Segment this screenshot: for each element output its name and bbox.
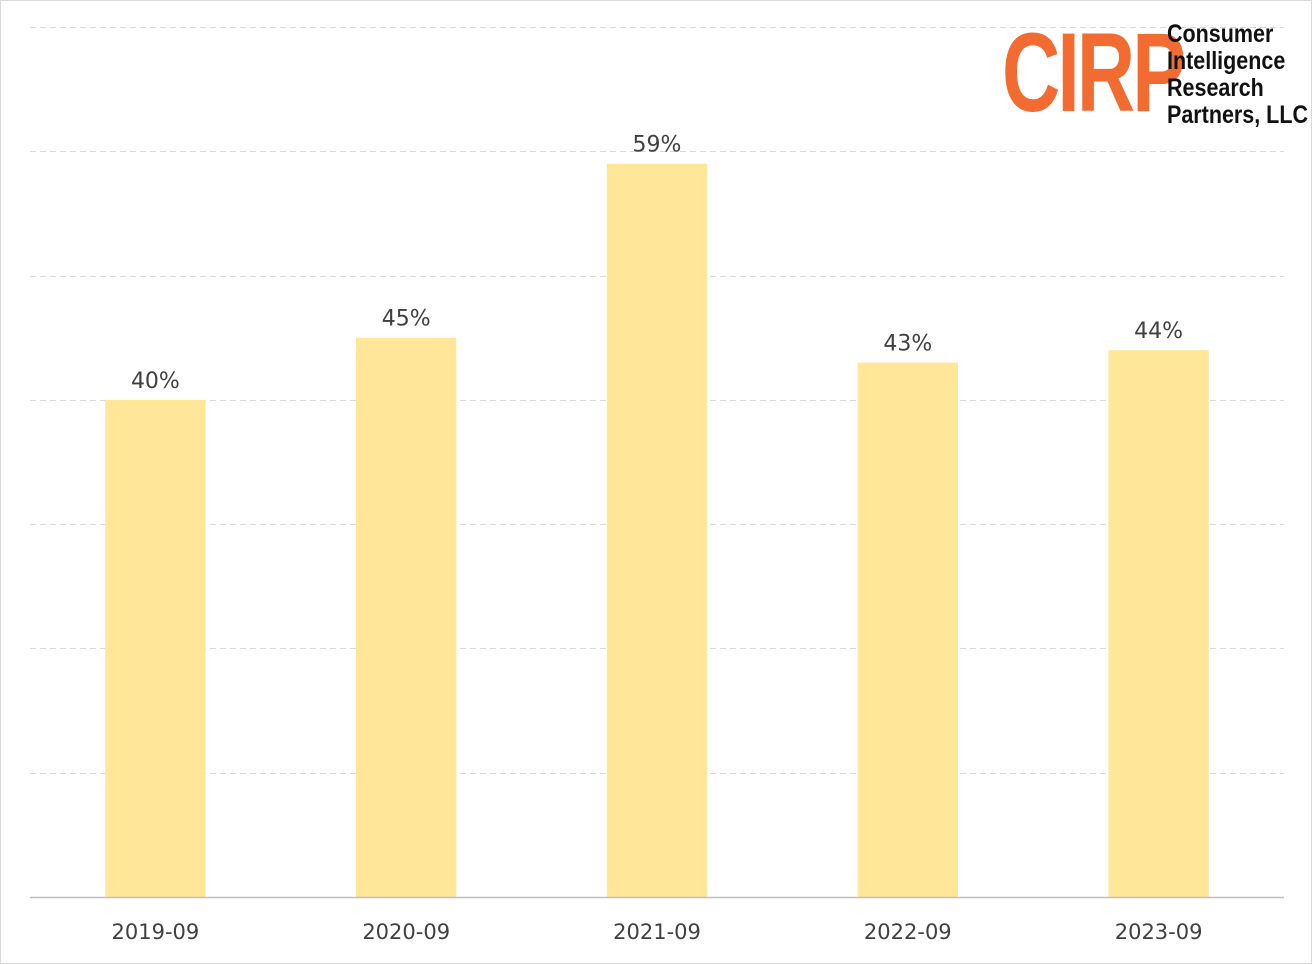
x-axis: 2019-09 2020-09 2021-09 2022-09 2023-09 xyxy=(30,896,1284,944)
logo-company-name: Consumer Intelligence Research Partners,… xyxy=(1167,21,1308,129)
bar-2022-09 xyxy=(857,362,958,898)
bar-2023-09 xyxy=(1108,350,1209,898)
x-tick-label-2022-09: 2022-09 xyxy=(864,920,952,944)
data-labels: 40% 45% 59% 43% 44% xyxy=(131,133,1183,394)
logo-line-1: Consumer xyxy=(1167,20,1274,48)
data-label-2022-09: 43% xyxy=(883,332,932,357)
bar-2021-09 xyxy=(606,163,708,897)
x-tick-label-2021-09: 2021-09 xyxy=(613,920,701,944)
data-label-2020-09: 45% xyxy=(382,307,431,332)
logo-line-3: Research xyxy=(1167,74,1264,102)
data-label-2019-09: 40% xyxy=(131,369,180,394)
x-tick-label-2023-09: 2023-09 xyxy=(1115,920,1203,944)
bar-2019-09 xyxy=(105,399,206,897)
logo-line-4: Partners, LLC xyxy=(1167,101,1308,129)
x-tick-label-2020-09: 2020-09 xyxy=(362,920,450,944)
x-tick-label-2019-09: 2019-09 xyxy=(112,920,200,944)
gridlines xyxy=(30,27,1284,774)
logo-line-2: Intelligence xyxy=(1167,47,1286,75)
data-label-2021-09: 59% xyxy=(633,133,682,158)
bars xyxy=(105,163,1209,898)
cirp-logo: CIRP Consumer Intelligence Research Part… xyxy=(1000,10,1308,135)
bar-2020-09 xyxy=(356,337,457,897)
data-label-2023-09: 44% xyxy=(1134,319,1183,344)
logo-mark: CIRP xyxy=(1002,10,1186,135)
